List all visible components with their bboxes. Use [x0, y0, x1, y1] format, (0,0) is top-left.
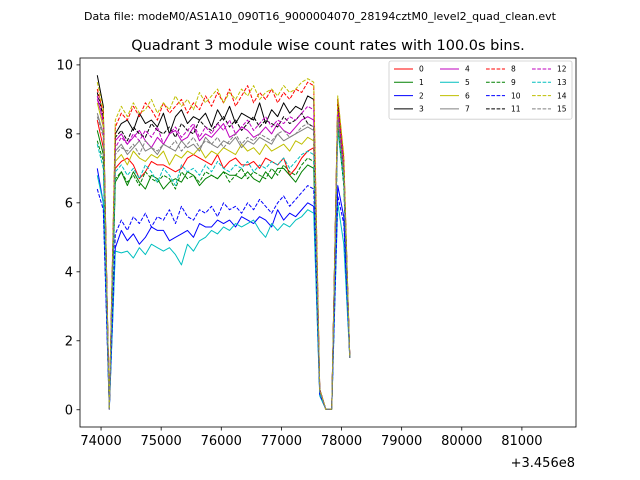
- series-line-5: [96, 175, 351, 410]
- x-tick-label: 80000: [441, 434, 482, 449]
- series-line-1: [96, 123, 351, 410]
- y-tick-label: 10: [56, 58, 73, 73]
- legend-label-3: 3: [419, 105, 424, 114]
- series-line-4: [96, 99, 351, 410]
- series-line-9: [96, 126, 351, 410]
- legend-label-10: 10: [511, 91, 521, 100]
- legend-label-4: 4: [465, 65, 470, 74]
- series-line-3: [96, 75, 351, 410]
- legend-label-11: 11: [511, 105, 521, 114]
- legend-label-8: 8: [511, 65, 516, 74]
- series-line-13: [96, 129, 351, 410]
- series-line-15: [96, 116, 351, 410]
- legend-label-7: 7: [465, 105, 470, 114]
- legend-label-2: 2: [419, 91, 424, 100]
- series-line-12: [96, 95, 351, 410]
- legend-label-15: 15: [557, 105, 567, 114]
- legend-label-9: 9: [511, 78, 516, 87]
- series-line-8: [96, 81, 351, 410]
- legend-label-5: 5: [465, 78, 470, 87]
- chart-title: Quadrant 3 module wise count rates with …: [131, 38, 525, 54]
- x-offset-label: +3.456e8: [511, 456, 575, 471]
- chart-suptitle: Data file: modeM0/AS1A10_090T16_90000040…: [84, 10, 557, 23]
- x-tick-label: 79000: [381, 434, 422, 449]
- x-tick-label: 76000: [201, 434, 242, 449]
- axes: 74000 75000 76000 77000 78000 79000 80000 81000…: [56, 57, 577, 449]
- series-line-14: [96, 78, 351, 410]
- legend-label-1: 1: [419, 78, 424, 87]
- x-tick-label: 78000: [321, 434, 362, 449]
- legend-box: [388, 60, 573, 120]
- y-tick-label: 4: [65, 265, 73, 280]
- x-tick-label: 75000: [140, 434, 181, 449]
- series-lines: [96, 75, 351, 410]
- y-tick-label: 2: [65, 334, 73, 349]
- legend-label-6: 6: [465, 91, 470, 100]
- y-tick-label: 6: [65, 196, 73, 211]
- x-tick-label: 77000: [261, 434, 302, 449]
- series-line-0: [96, 105, 351, 410]
- series-line-10: [96, 185, 351, 410]
- y-tick-label: 0: [65, 403, 73, 418]
- legend-label-14: 14: [557, 91, 567, 100]
- legend-label-12: 12: [557, 65, 567, 74]
- axes-frame: [79, 57, 577, 428]
- legend-label-13: 13: [557, 78, 567, 87]
- series-line-7: [96, 113, 351, 410]
- x-tick-label: 81000: [501, 434, 542, 449]
- series-line-2: [96, 168, 351, 410]
- x-tick-label: 74000: [80, 434, 121, 449]
- y-tick-label: 8: [65, 127, 73, 142]
- legend-label-0: 0: [419, 65, 424, 74]
